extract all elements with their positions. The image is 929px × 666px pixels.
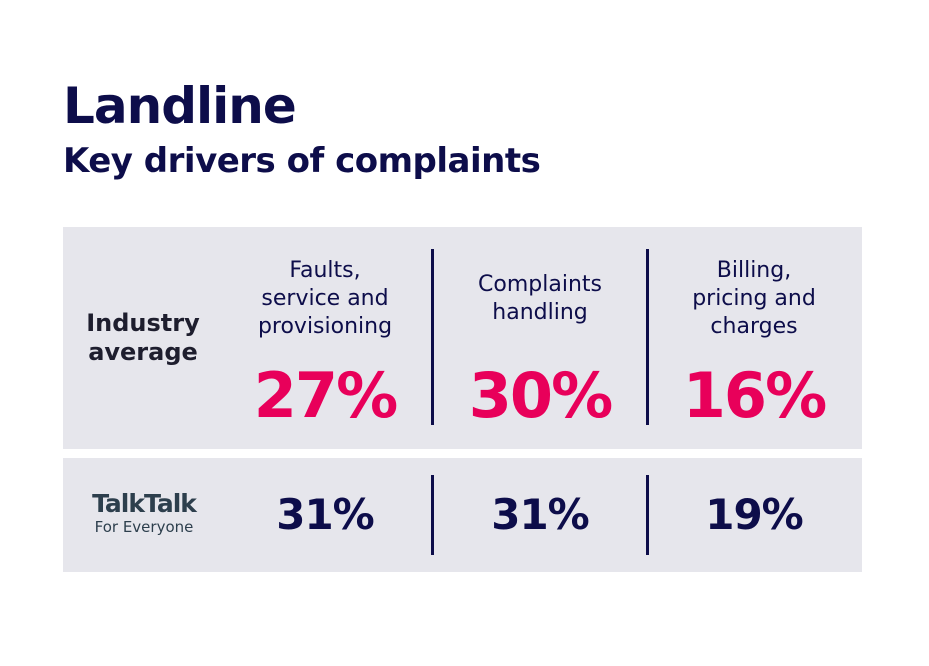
talktalk-logo: TalkTalk For Everyone (81, 489, 207, 537)
industry-value-complaints-handling: 30% (468, 359, 613, 432)
industry-average-label-line2: average (88, 338, 198, 366)
talktalk-logo-tagline: For Everyone (94, 518, 194, 536)
column-header-billing-line1: Billing, (716, 258, 792, 283)
company-value-billing: 19% (705, 490, 804, 539)
column-divider (646, 249, 649, 425)
industry-average-label: Industry average (63, 309, 223, 367)
column-divider (646, 475, 649, 555)
page-subtitle: Key drivers of complaints (63, 141, 541, 181)
column-header-billing: Billing, pricing and charges (649, 257, 859, 341)
column-header-faults-line2: service and (261, 286, 389, 311)
column-header-complaints-handling: Complaints handling (435, 271, 645, 327)
industry-average-label-line1: Industry (86, 309, 200, 337)
column-header-faults-line1: Faults, (289, 258, 361, 283)
column-header-faults-line3: provisioning (257, 314, 393, 339)
column-header-billing-line3: charges (710, 314, 798, 339)
column-header-faults: Faults, service and provisioning (220, 257, 430, 341)
industry-value-billing: 16% (682, 359, 827, 432)
column-header-complaints-handling-line2: handling (492, 300, 588, 325)
company-value-complaints-handling: 31% (491, 490, 590, 539)
column-divider (431, 249, 434, 425)
industry-value-faults: 27% (253, 359, 398, 432)
page-title: Landline (63, 77, 297, 135)
company-value-faults: 31% (276, 490, 375, 539)
talktalk-logo-wordmark: TalkTalk (92, 489, 197, 518)
column-divider (431, 475, 434, 555)
company-panel: TalkTalk For Everyone 31% 31% 19% (63, 458, 862, 572)
industry-average-panel: Industry average Faults, service and pro… (63, 227, 862, 449)
column-header-complaints-handling-line1: Complaints (478, 272, 602, 297)
column-header-billing-line2: pricing and (692, 286, 816, 311)
